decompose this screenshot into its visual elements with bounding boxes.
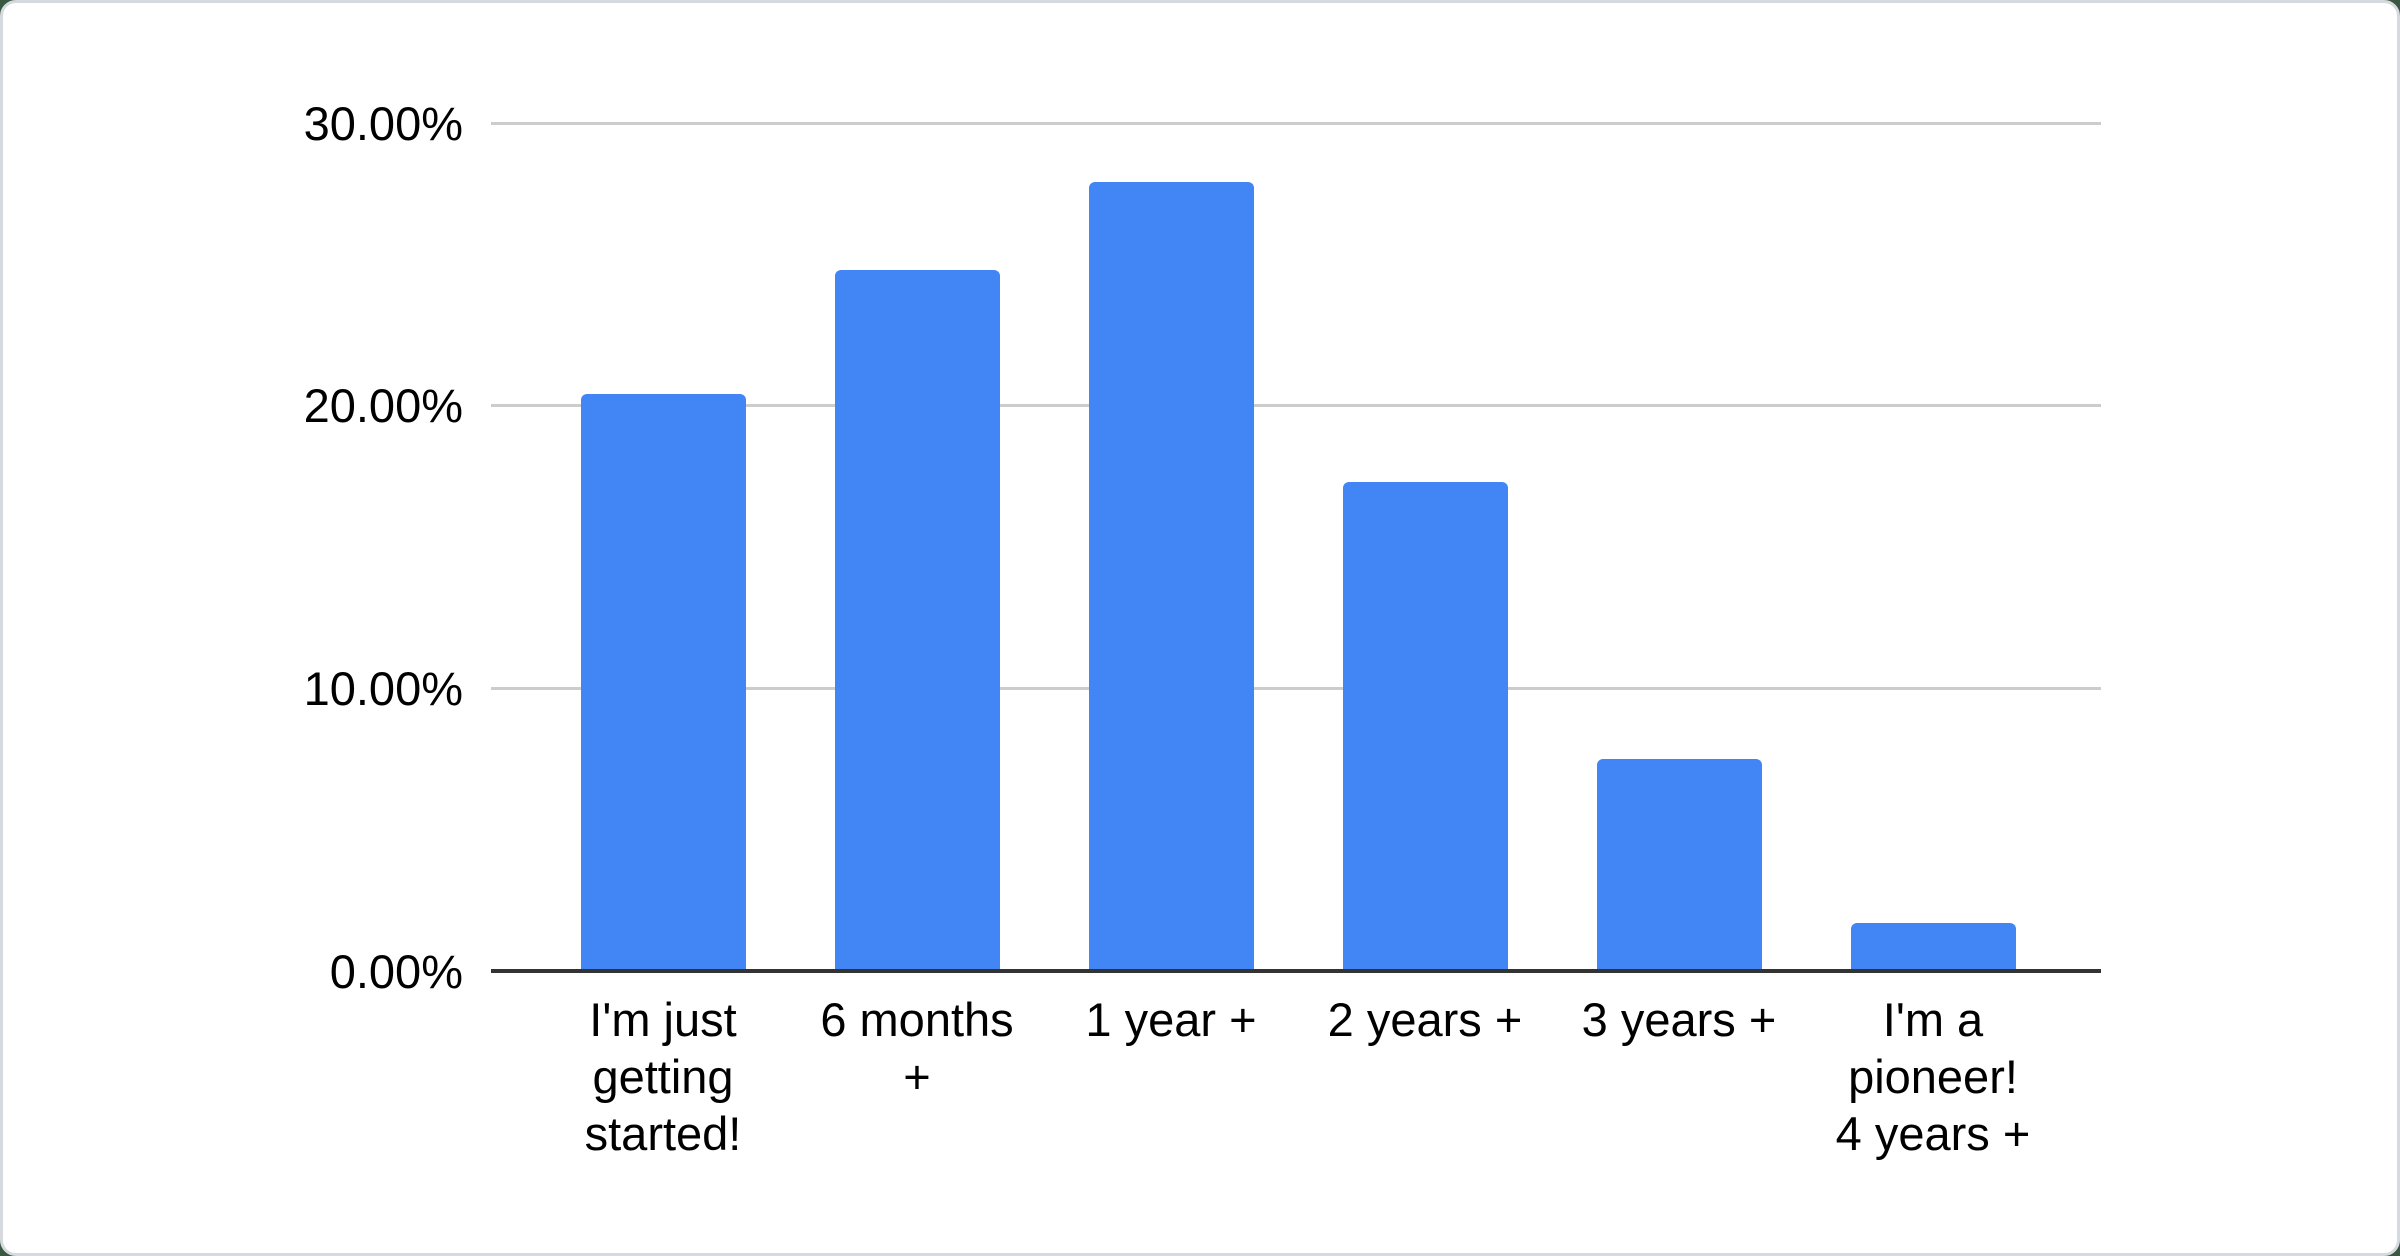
y-axis-tick-label: 0.00% [329, 944, 463, 998]
bar-3[interactable] [1088, 182, 1254, 971]
x-axis-category-label: 6 months + [820, 993, 1014, 1103]
x-axis-category-label: 3 years + [1581, 993, 1777, 1046]
x-axis-line [491, 969, 2101, 973]
y-axis-tick-label: 30.00% [303, 96, 463, 150]
bar-2[interactable] [834, 269, 1000, 971]
bar-6[interactable] [1850, 922, 2016, 971]
gridline-10pct [491, 686, 2101, 690]
x-axis-category-label: 2 years + [1327, 993, 1523, 1046]
gridline-30pct [491, 121, 2101, 125]
x-axis-category-label: 1 year + [1085, 993, 1257, 1046]
x-axis-category-label: I'm a pioneer! 4 years + [1835, 993, 2031, 1160]
y-axis-tick-label: 10.00% [303, 661, 463, 715]
x-axis-category-label: I'm just getting started! [584, 993, 742, 1160]
bar-5[interactable] [1596, 759, 1762, 971]
y-axis-tick-label: 20.00% [303, 379, 463, 433]
bar-1[interactable] [580, 394, 746, 971]
bar-4[interactable] [1342, 481, 1508, 971]
gridline-20pct [491, 404, 2101, 408]
plot-area [491, 121, 2101, 973]
